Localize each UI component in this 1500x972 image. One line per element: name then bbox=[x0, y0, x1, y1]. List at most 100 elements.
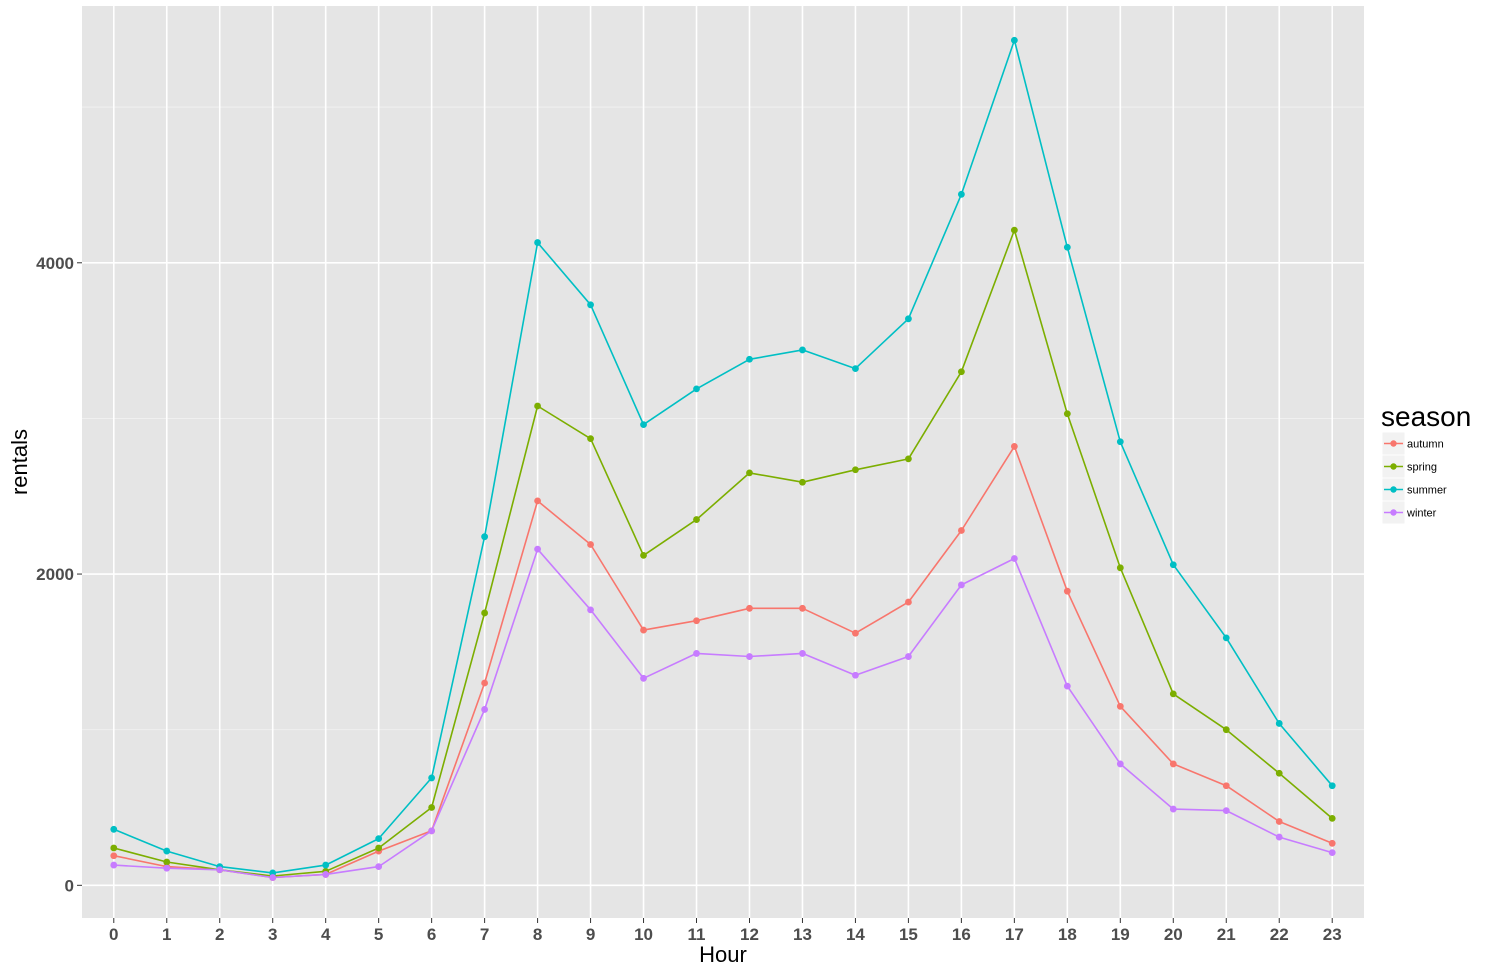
data-point-winter bbox=[163, 864, 171, 872]
legend-key-point bbox=[1390, 509, 1397, 516]
x-tick-label: 7 bbox=[480, 925, 489, 944]
data-point-summer bbox=[1328, 782, 1336, 790]
data-point-summer bbox=[322, 861, 330, 869]
x-tick-label: 18 bbox=[1058, 925, 1077, 944]
x-axis-title: Hour bbox=[699, 942, 747, 967]
data-point-winter bbox=[375, 863, 383, 871]
data-point-autumn bbox=[534, 497, 541, 505]
x-tick-label: 9 bbox=[586, 925, 595, 944]
data-point-spring bbox=[1328, 814, 1336, 822]
y-tick-label: 2000 bbox=[36, 565, 74, 584]
data-point-autumn bbox=[1010, 443, 1018, 450]
data-point-winter bbox=[216, 866, 224, 874]
data-point-spring bbox=[1063, 410, 1071, 418]
data-point-autumn bbox=[481, 679, 489, 687]
data-point-spring bbox=[481, 609, 489, 617]
series-lines bbox=[113, 39, 1333, 879]
data-point-winter bbox=[587, 606, 594, 614]
x-tick-label: 13 bbox=[793, 925, 812, 944]
data-point-autumn bbox=[905, 598, 912, 606]
data-point-winter bbox=[1222, 807, 1230, 815]
data-point-spring bbox=[587, 435, 594, 443]
data-point-winter bbox=[746, 653, 753, 660]
x-tick-label: 1 bbox=[162, 925, 171, 944]
x-tick-label: 3 bbox=[268, 925, 277, 944]
data-point-summer bbox=[428, 774, 436, 782]
data-point-autumn bbox=[1275, 818, 1283, 825]
data-point-winter bbox=[1010, 555, 1018, 562]
data-point-winter bbox=[852, 671, 859, 679]
data-point-winter bbox=[481, 706, 489, 713]
data-point-summer bbox=[957, 190, 965, 198]
x-tick-label: 21 bbox=[1217, 925, 1236, 944]
data-point-summer bbox=[1222, 634, 1230, 642]
data-point-winter bbox=[269, 874, 277, 881]
legend-key-point bbox=[1390, 463, 1397, 470]
x-tick-label: 20 bbox=[1164, 925, 1183, 944]
data-point-autumn bbox=[1116, 702, 1124, 710]
x-tick-label: 14 bbox=[846, 925, 865, 944]
data-point-winter bbox=[110, 861, 118, 869]
data-point-winter bbox=[693, 650, 700, 657]
data-point-spring bbox=[1169, 690, 1177, 698]
data-point-spring bbox=[693, 516, 700, 523]
data-point-autumn bbox=[1063, 587, 1071, 595]
series-line-winter bbox=[113, 548, 1333, 879]
series-points bbox=[110, 36, 1336, 881]
data-point-summer bbox=[587, 301, 594, 309]
data-point-winter bbox=[322, 871, 330, 878]
data-point-autumn bbox=[110, 852, 118, 860]
legend-label-summer: summer bbox=[1407, 485, 1447, 497]
data-point-summer bbox=[693, 385, 700, 393]
x-tick-label: 17 bbox=[1005, 925, 1024, 944]
data-point-summer bbox=[746, 355, 753, 363]
data-point-winter bbox=[640, 674, 647, 682]
legend-key-point bbox=[1390, 440, 1397, 447]
data-point-autumn bbox=[587, 541, 594, 548]
x-tick-label: 12 bbox=[740, 925, 759, 944]
data-point-summer bbox=[1275, 720, 1283, 727]
legend: season autumn spring summer winter bbox=[1381, 401, 1471, 525]
x-tick-label: 19 bbox=[1111, 925, 1130, 944]
data-point-summer bbox=[640, 421, 647, 429]
y-axis-title: rentals bbox=[7, 429, 32, 495]
data-point-spring bbox=[640, 551, 647, 559]
data-point-winter bbox=[1169, 805, 1177, 813]
x-tick-label: 2 bbox=[215, 925, 224, 944]
data-point-spring bbox=[163, 858, 171, 866]
x-tick-label: 8 bbox=[533, 925, 542, 944]
data-point-spring bbox=[534, 402, 541, 410]
data-point-summer bbox=[905, 315, 912, 323]
data-point-spring bbox=[852, 466, 859, 474]
data-point-summer bbox=[852, 365, 859, 373]
x-tick-label: 11 bbox=[688, 925, 706, 944]
data-point-summer bbox=[1169, 561, 1177, 569]
data-point-spring bbox=[375, 844, 383, 852]
data-point-summer bbox=[799, 346, 806, 354]
data-point-winter bbox=[1063, 682, 1071, 690]
data-point-summer bbox=[1010, 36, 1018, 44]
x-tick-label: 16 bbox=[952, 925, 971, 944]
data-point-summer bbox=[481, 533, 489, 541]
data-point-spring bbox=[1116, 564, 1124, 572]
x-tick-label: 22 bbox=[1270, 925, 1289, 944]
data-point-spring bbox=[1275, 769, 1283, 777]
data-point-summer bbox=[163, 847, 171, 855]
data-point-summer bbox=[110, 825, 118, 833]
data-point-autumn bbox=[957, 527, 965, 534]
x-tick-label: 4 bbox=[321, 925, 331, 944]
data-point-winter bbox=[957, 581, 965, 589]
data-point-autumn bbox=[640, 626, 647, 634]
x-tick-label: 0 bbox=[109, 925, 118, 944]
x-tick-label: 10 bbox=[634, 925, 653, 944]
data-point-summer bbox=[1063, 243, 1071, 251]
data-point-summer bbox=[1116, 438, 1124, 446]
data-point-winter bbox=[1116, 760, 1124, 768]
data-point-autumn bbox=[852, 629, 859, 637]
data-point-spring bbox=[1222, 726, 1230, 734]
legend-label-spring: spring bbox=[1407, 462, 1437, 474]
legend-label-autumn: autumn bbox=[1407, 439, 1444, 451]
data-point-spring bbox=[799, 478, 806, 486]
data-point-spring bbox=[957, 368, 965, 376]
data-point-autumn bbox=[1169, 760, 1177, 768]
